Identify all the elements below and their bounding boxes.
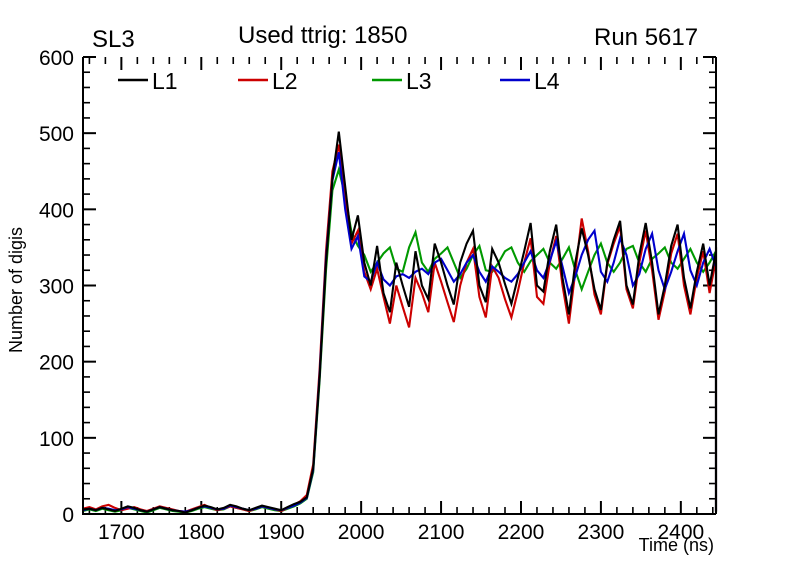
series-group bbox=[82, 131, 718, 514]
y-tick-label: 400 bbox=[39, 199, 74, 222]
header-right-label: Run 5617 bbox=[594, 24, 698, 51]
y-tick-label: 500 bbox=[39, 123, 74, 146]
x-tick-label: 2000 bbox=[338, 521, 385, 544]
series-line-l2 bbox=[82, 144, 718, 513]
axis-frame-group bbox=[82, 57, 717, 515]
axis-ticks-group: 0 100 200 300 400 500 600 1700 1800 1900 2000 2100 2… bbox=[39, 47, 716, 544]
legend-label-l3: L3 bbox=[406, 68, 432, 94]
y-axis-title: Number of digis bbox=[6, 227, 26, 353]
x-axis-title: Time (ns) bbox=[639, 535, 714, 555]
series-line-l4 bbox=[82, 151, 718, 513]
x-tick-label: 2400 bbox=[657, 521, 704, 544]
legend-group: L1 L2 L3 L4 bbox=[118, 68, 560, 94]
legend-label-l1: L1 bbox=[152, 68, 178, 94]
header-left-label: SL3 bbox=[92, 26, 135, 53]
x-tick-label: 2300 bbox=[578, 521, 625, 544]
axis-frame bbox=[82, 57, 717, 515]
y-tick-label: 300 bbox=[39, 276, 74, 299]
header-center-label: Used ttrig: 1850 bbox=[238, 22, 407, 49]
x-tick-label: 1900 bbox=[258, 521, 305, 544]
x-tick-label: 1700 bbox=[98, 521, 145, 544]
x-tick-label: 2100 bbox=[418, 521, 465, 544]
legend-label-l4: L4 bbox=[534, 68, 560, 94]
y-tick-label: 0 bbox=[62, 504, 74, 527]
x-tick-label: 1800 bbox=[178, 521, 225, 544]
y-tick-label: 600 bbox=[39, 47, 74, 70]
y-tick-label: 100 bbox=[39, 428, 74, 451]
y-tick-label: 200 bbox=[39, 352, 74, 375]
series-line-l1 bbox=[82, 131, 718, 514]
x-tick-label: 2200 bbox=[498, 521, 545, 544]
legend-label-l2: L2 bbox=[272, 68, 298, 94]
